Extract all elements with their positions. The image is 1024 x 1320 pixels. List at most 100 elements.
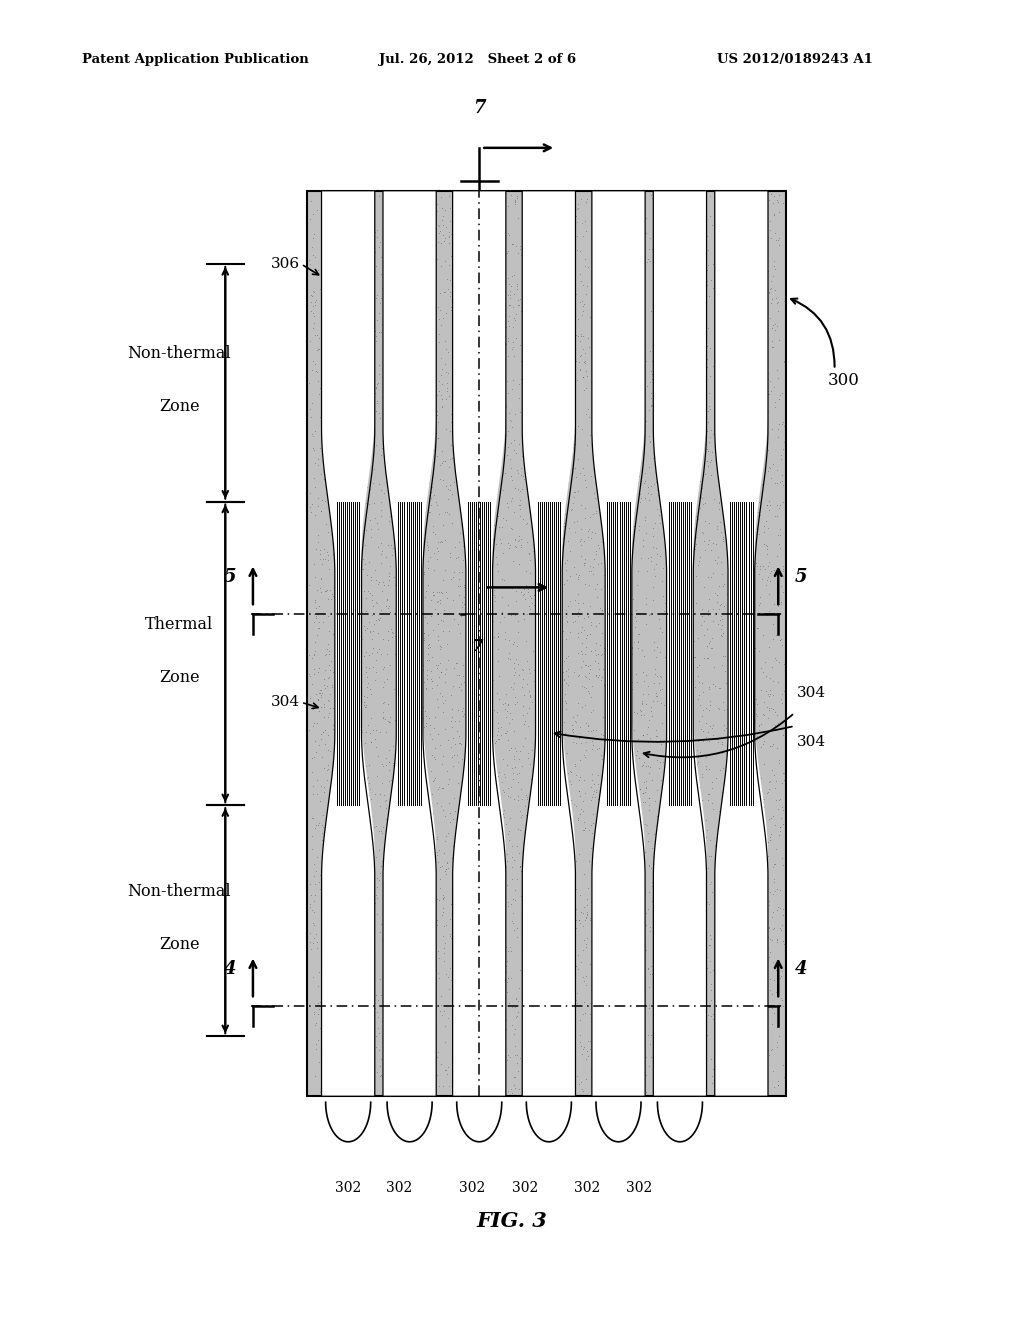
Point xyxy=(585,915,601,936)
Point xyxy=(733,581,750,602)
Point xyxy=(641,227,657,248)
Point xyxy=(658,569,675,590)
Point xyxy=(758,822,774,843)
Point xyxy=(365,473,381,494)
Point xyxy=(687,265,703,286)
Point xyxy=(625,636,641,657)
Point xyxy=(522,686,539,708)
Point xyxy=(455,1026,471,1047)
Point xyxy=(564,202,581,223)
Point xyxy=(585,851,601,873)
Point xyxy=(458,759,474,780)
Point xyxy=(313,686,330,708)
Point xyxy=(725,388,741,409)
Point xyxy=(391,205,408,226)
Point xyxy=(676,822,692,843)
Point xyxy=(406,929,422,950)
Point xyxy=(404,741,421,762)
Point xyxy=(473,1072,489,1093)
Point xyxy=(602,583,618,605)
Point xyxy=(665,326,681,347)
Point xyxy=(740,392,757,413)
Point xyxy=(738,564,755,585)
Point xyxy=(369,374,385,395)
Point xyxy=(307,684,324,705)
Point xyxy=(436,830,453,851)
Point xyxy=(682,1024,698,1045)
Point xyxy=(495,271,511,292)
Point xyxy=(356,239,373,260)
Point xyxy=(674,492,690,513)
Point xyxy=(512,495,528,516)
Point xyxy=(542,473,558,494)
Point xyxy=(498,396,514,417)
Point xyxy=(676,437,692,458)
Point xyxy=(727,1052,743,1073)
Point xyxy=(774,854,791,875)
Polygon shape xyxy=(653,191,707,1096)
Point xyxy=(504,1082,520,1104)
Point xyxy=(574,275,591,296)
Point xyxy=(387,937,403,958)
Point xyxy=(531,975,548,997)
Point xyxy=(336,1053,352,1074)
Point xyxy=(321,689,337,710)
Point xyxy=(744,183,761,205)
Point xyxy=(717,961,733,982)
Point xyxy=(736,352,753,374)
Point xyxy=(688,915,705,936)
Point xyxy=(547,554,563,576)
Text: 302: 302 xyxy=(512,1181,539,1195)
Point xyxy=(616,886,633,907)
Point xyxy=(762,829,778,850)
Point xyxy=(762,684,778,705)
Point xyxy=(357,459,374,480)
Point xyxy=(662,762,678,783)
Point xyxy=(392,492,409,513)
Point xyxy=(556,804,572,825)
Point xyxy=(724,500,740,521)
Point xyxy=(319,606,336,627)
Point xyxy=(492,1007,508,1028)
Point xyxy=(410,1032,426,1053)
Point xyxy=(694,828,711,849)
Point xyxy=(319,706,336,727)
Point xyxy=(504,234,520,255)
Point xyxy=(758,246,774,267)
Point xyxy=(362,708,379,729)
Point xyxy=(775,560,792,581)
Point xyxy=(483,566,500,587)
Point xyxy=(604,426,621,447)
Point xyxy=(712,610,728,631)
Point xyxy=(593,492,609,513)
Point xyxy=(599,504,615,525)
Point xyxy=(375,772,391,793)
Point xyxy=(520,1010,537,1031)
Point xyxy=(442,737,459,758)
Point xyxy=(476,1077,493,1098)
Point xyxy=(418,379,434,400)
Point xyxy=(570,643,587,664)
Point xyxy=(392,768,409,789)
Point xyxy=(705,960,721,981)
Point xyxy=(456,577,472,598)
Point xyxy=(344,351,360,372)
Point xyxy=(702,690,719,711)
Point xyxy=(719,698,735,719)
Point xyxy=(445,875,462,896)
Point xyxy=(643,183,659,205)
Point xyxy=(590,342,606,363)
Point xyxy=(322,1059,338,1080)
Point xyxy=(496,911,512,932)
Point xyxy=(573,213,590,234)
Point xyxy=(536,1072,552,1093)
Point xyxy=(732,248,749,269)
Point xyxy=(434,686,451,708)
Point xyxy=(738,228,755,249)
Point xyxy=(680,211,696,232)
Point xyxy=(488,1064,505,1085)
Point xyxy=(515,466,531,487)
Point xyxy=(371,403,387,424)
Point xyxy=(368,729,384,750)
Point xyxy=(526,594,543,615)
